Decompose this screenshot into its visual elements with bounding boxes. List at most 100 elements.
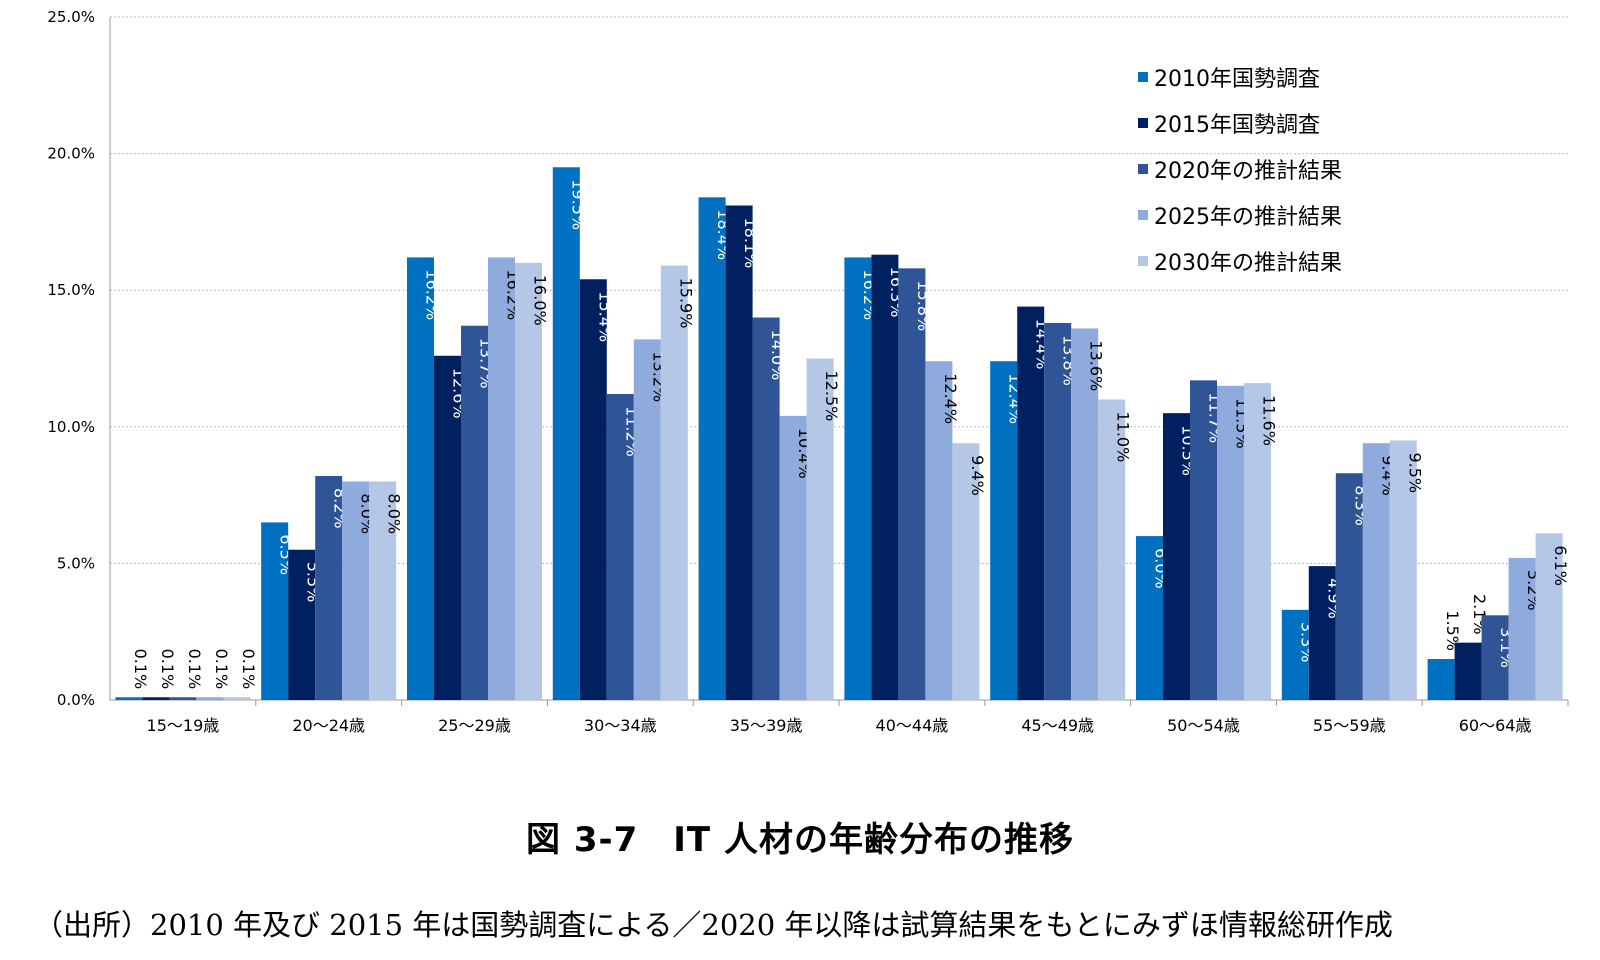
bar-chart: 0.0% 5.0% 10.0% 15.0% 20.0% 25.0% 15〜19歳 0.1% 0.… xyxy=(47,8,1570,735)
data-label: 15.9% xyxy=(676,278,695,329)
y-tick-label: 5.0% xyxy=(57,554,95,572)
bar xyxy=(925,361,953,700)
legend-label: 2030年の推計結果 xyxy=(1154,251,1342,276)
x-tick-label: 20〜24歳 xyxy=(292,716,365,735)
legend-label: 2020年の推計結果 xyxy=(1154,159,1342,184)
bar xyxy=(169,697,197,700)
bar xyxy=(552,167,580,700)
data-label: 0.1% xyxy=(239,649,258,690)
data-label: 11.6% xyxy=(1260,395,1279,446)
legend-swatch xyxy=(1138,118,1148,128)
bar xyxy=(1481,615,1509,700)
x-tick-label: 45〜49歳 xyxy=(1021,716,1094,735)
bar xyxy=(660,265,688,700)
bar xyxy=(223,697,251,700)
bar xyxy=(1098,399,1126,700)
legend-label: 2025年の推計結果 xyxy=(1154,205,1342,230)
data-label: 1.5% xyxy=(1443,610,1462,651)
data-label: 15.4% xyxy=(595,291,614,342)
bar xyxy=(142,697,170,700)
bar xyxy=(1217,385,1244,700)
bar xyxy=(806,358,834,700)
data-label: 0.1% xyxy=(131,649,150,690)
data-label: 9.5% xyxy=(1405,452,1424,493)
bar xyxy=(515,262,542,700)
data-label: 0.1% xyxy=(212,649,231,690)
legend-label: 2015年国勢調査 xyxy=(1154,113,1320,138)
bar xyxy=(1535,533,1563,700)
bar xyxy=(952,443,980,700)
legend-item: 2030年の推計結果 xyxy=(1138,238,1342,284)
data-label: 16.0% xyxy=(531,275,550,326)
bar xyxy=(1454,642,1482,700)
y-tick-label: 25.0% xyxy=(47,8,95,26)
legend-label: 2010年国勢調査 xyxy=(1154,67,1320,92)
bar xyxy=(1281,609,1309,700)
x-tick-label: 50〜54歳 xyxy=(1167,716,1240,735)
source-note: （出所）2010 年及び 2015 年は国勢調査による／2020 年以降は試算結… xyxy=(34,908,1393,942)
data-label: 14.0% xyxy=(768,330,787,381)
legend-swatch xyxy=(1138,164,1148,174)
legend-item: 2020年の推計結果 xyxy=(1138,146,1342,192)
data-label: 16.2% xyxy=(423,269,442,320)
bar xyxy=(1427,659,1455,700)
legend-swatch xyxy=(1138,72,1148,82)
data-label: 8.0% xyxy=(385,493,404,534)
bar xyxy=(606,394,634,700)
data-label: 13.6% xyxy=(1087,340,1106,391)
figure-caption: 図 3-7 IT 人材の年齢分布の推移 xyxy=(526,820,1074,860)
data-label: 0.1% xyxy=(158,649,177,690)
legend-item: 2015年国勢調査 xyxy=(1138,100,1342,146)
bar xyxy=(1044,322,1072,700)
bar xyxy=(1017,306,1045,700)
bar xyxy=(579,279,607,700)
x-tick-label: 30〜34歳 xyxy=(584,716,657,735)
bar xyxy=(1362,443,1390,700)
bar xyxy=(1335,473,1363,700)
bar xyxy=(1389,440,1417,700)
legend-swatch xyxy=(1138,256,1148,266)
bar xyxy=(315,475,343,700)
data-label: 6.1% xyxy=(1551,545,1570,586)
bar xyxy=(1190,380,1217,700)
bar xyxy=(844,257,872,700)
data-label: 15.8% xyxy=(914,280,933,331)
bar xyxy=(633,339,661,700)
data-label: 12.5% xyxy=(822,371,841,422)
data-label: 12.4% xyxy=(941,373,960,424)
data-label: 9.4% xyxy=(968,455,987,496)
y-tick-label: 15.0% xyxy=(47,281,95,299)
bar xyxy=(115,697,143,700)
legend-item: 2010年国勢調査 xyxy=(1138,54,1342,100)
bar xyxy=(261,522,289,700)
y-tick-label: 20.0% xyxy=(47,145,95,163)
bar xyxy=(434,355,461,700)
x-tick-label: 25〜29歳 xyxy=(438,716,511,735)
x-tick-label: 15〜19歳 xyxy=(147,716,220,735)
x-tick-label: 40〜44歳 xyxy=(876,716,949,735)
bar xyxy=(698,197,726,700)
bar xyxy=(898,268,926,700)
data-label: 11.0% xyxy=(1114,411,1133,462)
bar xyxy=(461,325,488,700)
bar xyxy=(752,317,780,700)
bar xyxy=(1136,536,1163,700)
bar xyxy=(725,205,753,700)
data-label: 19.5% xyxy=(568,179,587,230)
bar xyxy=(1163,413,1190,700)
data-label: 0.1% xyxy=(185,649,204,690)
chart-legend: 2010年国勢調査 2015年国勢調査 2020年の推計結果 2025年の推計結果 20… xyxy=(1138,54,1342,284)
bar xyxy=(1308,566,1336,700)
x-tick-label: 60〜64歳 xyxy=(1459,716,1532,735)
bar xyxy=(342,481,370,700)
bar xyxy=(1244,383,1271,700)
bar xyxy=(196,697,224,700)
bar xyxy=(1508,557,1536,700)
y-tick-label: 0.0% xyxy=(57,691,95,709)
bar xyxy=(288,549,316,700)
bar xyxy=(779,415,807,700)
x-tick-label: 35〜39歳 xyxy=(730,716,803,735)
y-tick-label: 10.0% xyxy=(47,418,95,436)
data-label: 18.1% xyxy=(741,218,760,269)
bar xyxy=(407,257,434,700)
